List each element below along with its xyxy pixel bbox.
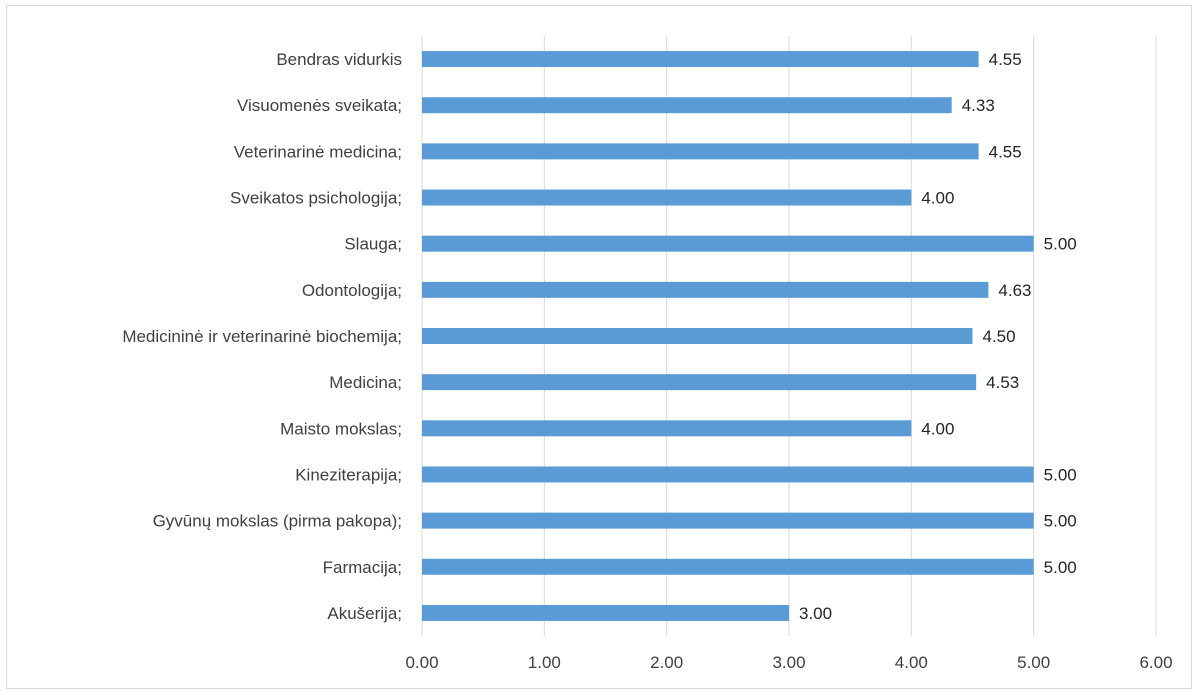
data-label: 4.00 xyxy=(921,189,954,208)
category-labels: Bendras vidurkis Visuomenės sveikata; Vete… xyxy=(122,50,402,623)
category-label: Visuomenės sveikata; xyxy=(237,96,402,115)
category-label: Bendras vidurkis xyxy=(276,50,402,69)
x-tick-label: 5.00 xyxy=(1017,653,1050,672)
data-labels: 4.55 4.33 4.55 4.00 5.00 4.63 4.50 4.53 4.00 5.00… xyxy=(799,50,1077,623)
bar xyxy=(422,189,912,206)
x-tick-label: 0.00 xyxy=(405,653,438,672)
x-tick-label: 2.00 xyxy=(650,653,683,672)
category-label: Veterinarinė medicina; xyxy=(234,142,402,161)
data-label: 3.00 xyxy=(799,604,832,623)
data-label: 4.00 xyxy=(921,419,954,438)
data-label: 5.00 xyxy=(1044,558,1077,577)
category-label: Slauga; xyxy=(344,235,402,254)
bar-chart: Bendras vidurkis Visuomenės sveikata; Vete… xyxy=(122,36,1173,672)
x-tick-label: 3.00 xyxy=(772,653,805,672)
x-tick-label: 1.00 xyxy=(528,653,561,672)
x-tick-label: 4.00 xyxy=(895,653,928,672)
data-label: 4.55 xyxy=(989,142,1022,161)
category-label: Sveikatos psichologija; xyxy=(230,189,402,208)
data-label: 5.00 xyxy=(1044,235,1077,254)
x-tick-label: 6.00 xyxy=(1139,653,1172,672)
data-label: 4.55 xyxy=(989,50,1022,69)
bar xyxy=(422,558,1034,575)
data-label: 4.50 xyxy=(983,327,1016,346)
bar xyxy=(422,143,979,160)
category-label: Odontologija; xyxy=(302,281,402,300)
category-label: Kineziterapija; xyxy=(295,465,402,484)
bar xyxy=(422,420,912,437)
bar xyxy=(422,97,952,114)
bar xyxy=(422,512,1034,529)
category-label: Medicininė ir veterinarinė biochemija; xyxy=(122,327,402,346)
category-label: Akušerija; xyxy=(327,604,402,623)
data-label: 4.33 xyxy=(962,96,995,115)
category-label: Medicina; xyxy=(329,373,402,392)
bar xyxy=(422,374,977,391)
bar xyxy=(422,604,789,621)
category-label: Farmacija; xyxy=(323,558,402,577)
bar xyxy=(422,51,979,68)
data-label: 5.00 xyxy=(1044,512,1077,531)
bar xyxy=(422,328,973,344)
bars xyxy=(422,51,1034,621)
category-label: Gyvūnų mokslas (pirma pakopa); xyxy=(153,512,402,531)
x-axis-ticks: 0.00 1.00 2.00 3.00 4.00 5.00 6.00 xyxy=(405,653,1172,672)
bar xyxy=(422,466,1034,483)
data-label: 5.00 xyxy=(1044,465,1077,484)
chart-frame: Bendras vidurkis Visuomenės sveikata; Vete… xyxy=(6,5,1192,689)
category-label: Maisto mokslas; xyxy=(280,419,402,438)
data-label: 4.53 xyxy=(986,373,1019,392)
bar xyxy=(422,281,989,298)
data-label: 4.63 xyxy=(998,281,1031,300)
bar xyxy=(422,235,1034,252)
